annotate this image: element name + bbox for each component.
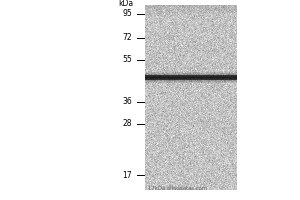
Text: 95: 95 xyxy=(122,9,132,19)
Text: 36: 36 xyxy=(122,98,132,106)
Text: 72: 72 xyxy=(122,33,132,43)
Text: kDa: kDa xyxy=(118,0,133,8)
Text: 17kDa allaodatas.com: 17kDa allaodatas.com xyxy=(148,186,207,191)
Text: 17: 17 xyxy=(122,170,132,180)
Text: 55: 55 xyxy=(122,55,132,64)
Text: 28: 28 xyxy=(122,119,132,129)
